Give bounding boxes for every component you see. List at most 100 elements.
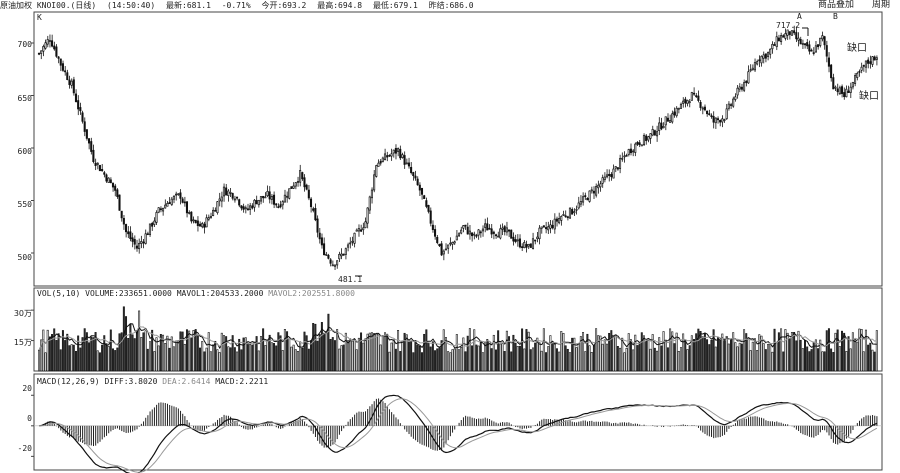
volume-bar (547, 346, 550, 372)
volume-bar (782, 351, 785, 372)
volume-bar (784, 329, 787, 372)
volume-bar (845, 351, 848, 372)
volume-bar (249, 343, 252, 372)
volume-bar (823, 351, 826, 372)
volume-bar (407, 340, 410, 372)
candle-body (462, 225, 465, 229)
volume-bar (240, 349, 243, 372)
candle-body (766, 52, 770, 57)
volume-bar (847, 336, 850, 372)
macd-title: MACD(12,26,9) DIFF:3.8020 DEA:2.6414 MAC… (37, 377, 268, 387)
candle-body (706, 110, 709, 115)
volume-bar (107, 346, 110, 372)
volume-bar (175, 342, 178, 372)
candle-body (795, 32, 798, 40)
candle-body (364, 221, 367, 229)
volume-bar (647, 340, 650, 372)
volume-bar (817, 348, 820, 372)
candle-body (438, 243, 441, 247)
menu-overlay[interactable]: 商品叠加 (818, 0, 855, 10)
candle-body (753, 62, 756, 71)
candle-body (621, 157, 624, 160)
candle-body (164, 204, 167, 209)
candle-body (214, 209, 217, 212)
candle-body (138, 242, 141, 250)
volume-bar (229, 347, 232, 372)
volume-bar (257, 350, 260, 372)
volume-bar (233, 347, 236, 372)
candle-body (151, 222, 154, 227)
macd-histogram (40, 398, 878, 451)
candle-body (721, 118, 724, 123)
volume-bar (788, 338, 791, 372)
volume-bar (780, 328, 783, 372)
volume-bar (477, 345, 480, 372)
volume-bar (736, 346, 739, 372)
candle-body (238, 199, 241, 206)
volume-bar (473, 329, 476, 372)
candle-body (575, 208, 578, 211)
candle-body (475, 234, 478, 237)
candle-body (551, 224, 554, 229)
volume-bar (712, 329, 715, 372)
candle-body (614, 166, 617, 169)
candle-body (512, 236, 515, 242)
candle-body (534, 239, 537, 242)
volume-bar (381, 335, 384, 372)
high-price: 最高:694.8 (317, 1, 363, 10)
candle-body (403, 155, 406, 165)
candle-body (116, 189, 119, 197)
candle-body (357, 228, 360, 232)
candle-body (686, 99, 689, 104)
candle-body (420, 187, 424, 195)
volume-bar (83, 328, 86, 372)
volume-bar (688, 345, 691, 372)
candle-body (812, 52, 815, 54)
diff-line (39, 394, 878, 473)
volume-bar (207, 332, 210, 372)
volume-bar (710, 339, 713, 372)
candle-body (590, 189, 593, 192)
candle-body (760, 55, 763, 64)
volume-bar (568, 352, 571, 372)
volume-bar (656, 350, 659, 372)
candle-body (246, 208, 249, 211)
candle-body (51, 40, 54, 47)
price-candles (37, 25, 878, 270)
volume-bar (836, 329, 839, 372)
candle-body (803, 43, 807, 46)
volume-bar (283, 329, 286, 372)
volume-bar (418, 345, 421, 372)
candle-body (732, 98, 735, 107)
mavol2-line (38, 326, 878, 351)
volume-bar (70, 344, 73, 372)
macd-ytick-0: 0 (27, 414, 32, 423)
volume-bar (405, 334, 408, 372)
candle-body (682, 100, 685, 104)
candle-body (85, 129, 88, 139)
volume-bar (151, 329, 154, 372)
volume-bar (488, 341, 491, 372)
candle-body (386, 155, 389, 158)
candle-body (758, 59, 761, 62)
volume-bar (216, 349, 219, 372)
volume-bar (138, 310, 141, 372)
candle-body (571, 209, 574, 215)
candle-body (397, 148, 400, 152)
menu-period[interactable]: 周期 (872, 0, 891, 10)
candle-body (808, 44, 811, 52)
instrument-name: 原油加权 KNOI00.(日线) (0, 1, 97, 10)
volume-bar (821, 351, 824, 372)
volume-bar (843, 332, 846, 372)
volume-bar (453, 348, 456, 372)
candle-body (867, 59, 870, 64)
kline-label: K (37, 13, 42, 22)
candle-body (747, 71, 750, 84)
volume-bar (190, 337, 193, 372)
candle-body (625, 154, 628, 157)
macd-ytick-neg20: -20 (17, 444, 32, 453)
volume-bar (599, 335, 602, 372)
macd-ytick-20: 20 (22, 384, 32, 393)
volume-bar (858, 328, 861, 372)
